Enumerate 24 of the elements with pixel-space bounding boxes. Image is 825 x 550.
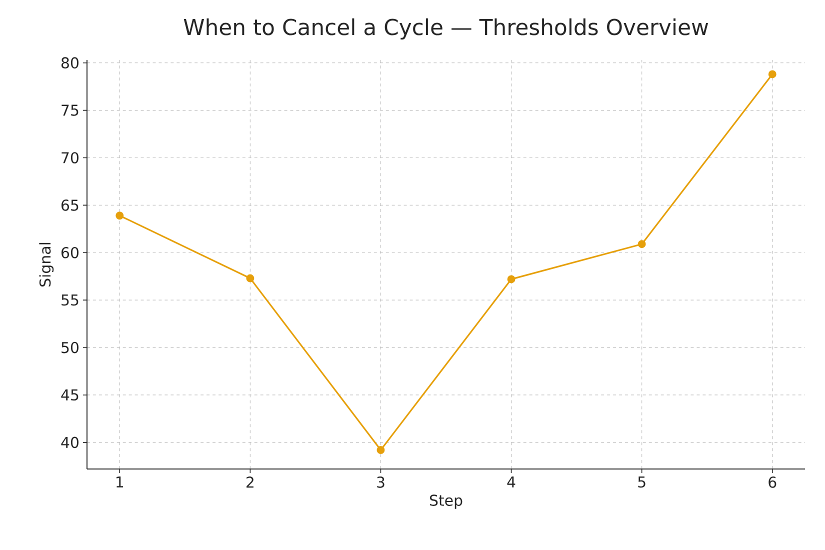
y-axis-title: Signal xyxy=(39,242,54,286)
y-tick-label: 55 xyxy=(62,294,78,306)
chart-title: When to Cancel a Cycle — Thresholds Overview xyxy=(184,18,708,40)
y-tick-label: 50 xyxy=(62,342,78,354)
y-tick-label: 45 xyxy=(61,389,78,401)
y-tick-label: 80 xyxy=(61,57,78,68)
x-tick-label: 5 xyxy=(638,476,646,488)
x-tick-label: 3 xyxy=(377,476,384,488)
y-tick-label: 70 xyxy=(62,152,78,164)
point xyxy=(116,212,124,220)
point xyxy=(376,446,385,454)
y-tick-label: 75 xyxy=(62,104,78,116)
point xyxy=(768,70,776,78)
x-axis-title: Step xyxy=(430,494,462,509)
x-tick-label: 2 xyxy=(246,476,254,488)
y-tick-label: 60 xyxy=(62,246,78,258)
x-tick-label: 4 xyxy=(507,476,516,488)
x-tick-label: 6 xyxy=(768,476,776,488)
x-tick-label: 1 xyxy=(116,476,124,488)
point xyxy=(507,275,516,284)
point xyxy=(638,240,646,248)
y-tick-label: 40 xyxy=(61,436,78,448)
y-tick-label: 65 xyxy=(62,200,78,211)
point xyxy=(246,274,254,282)
